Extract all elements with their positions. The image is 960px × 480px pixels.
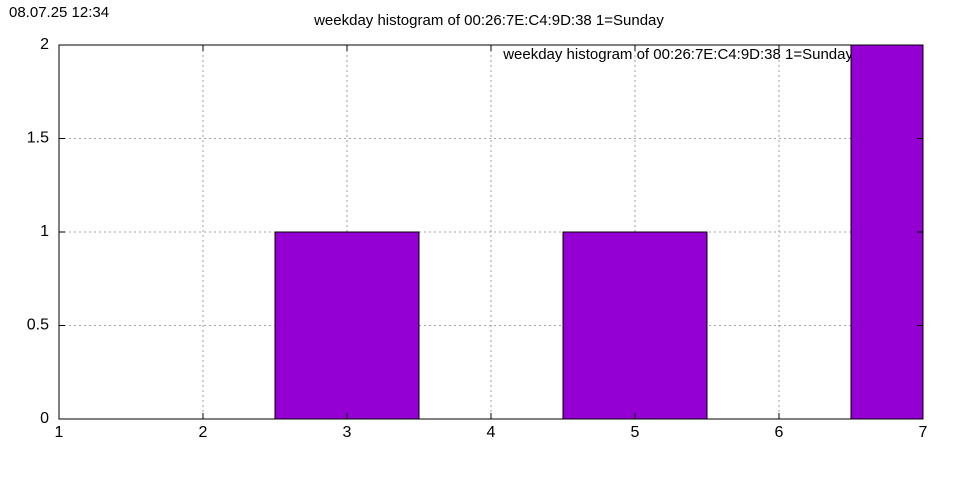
x-tick-label: 3 [343,424,352,441]
x-tick-label: 4 [487,424,496,441]
y-tick-label: 0 [40,410,49,427]
x-tick-label: 2 [199,424,208,441]
y-tick-label: 0.5 [27,317,49,334]
bar [562,231,708,419]
legend-label: weekday histogram of 00:26:7E:C4:9D:38 1… [502,46,853,63]
x-tick-label: 1 [55,424,64,441]
bar [850,45,923,419]
x-tick-label: 5 [631,424,640,441]
ticks: 0 0.5 1 1.5 2 1 2 3 4 5 6 7 [27,36,928,441]
y-tick-label: 1.5 [27,130,49,147]
chart-title: weekday histogram of 00:26:7E:C4:9D:38 1… [313,12,664,29]
bars [274,45,923,419]
x-tick-label: 6 [775,424,784,441]
x-tick-label: 7 [919,424,928,441]
bar [274,231,420,419]
y-tick-label: 1 [40,223,49,240]
y-tick-label: 2 [40,36,49,53]
timestamp: 08.07.25 12:34 [9,4,109,21]
